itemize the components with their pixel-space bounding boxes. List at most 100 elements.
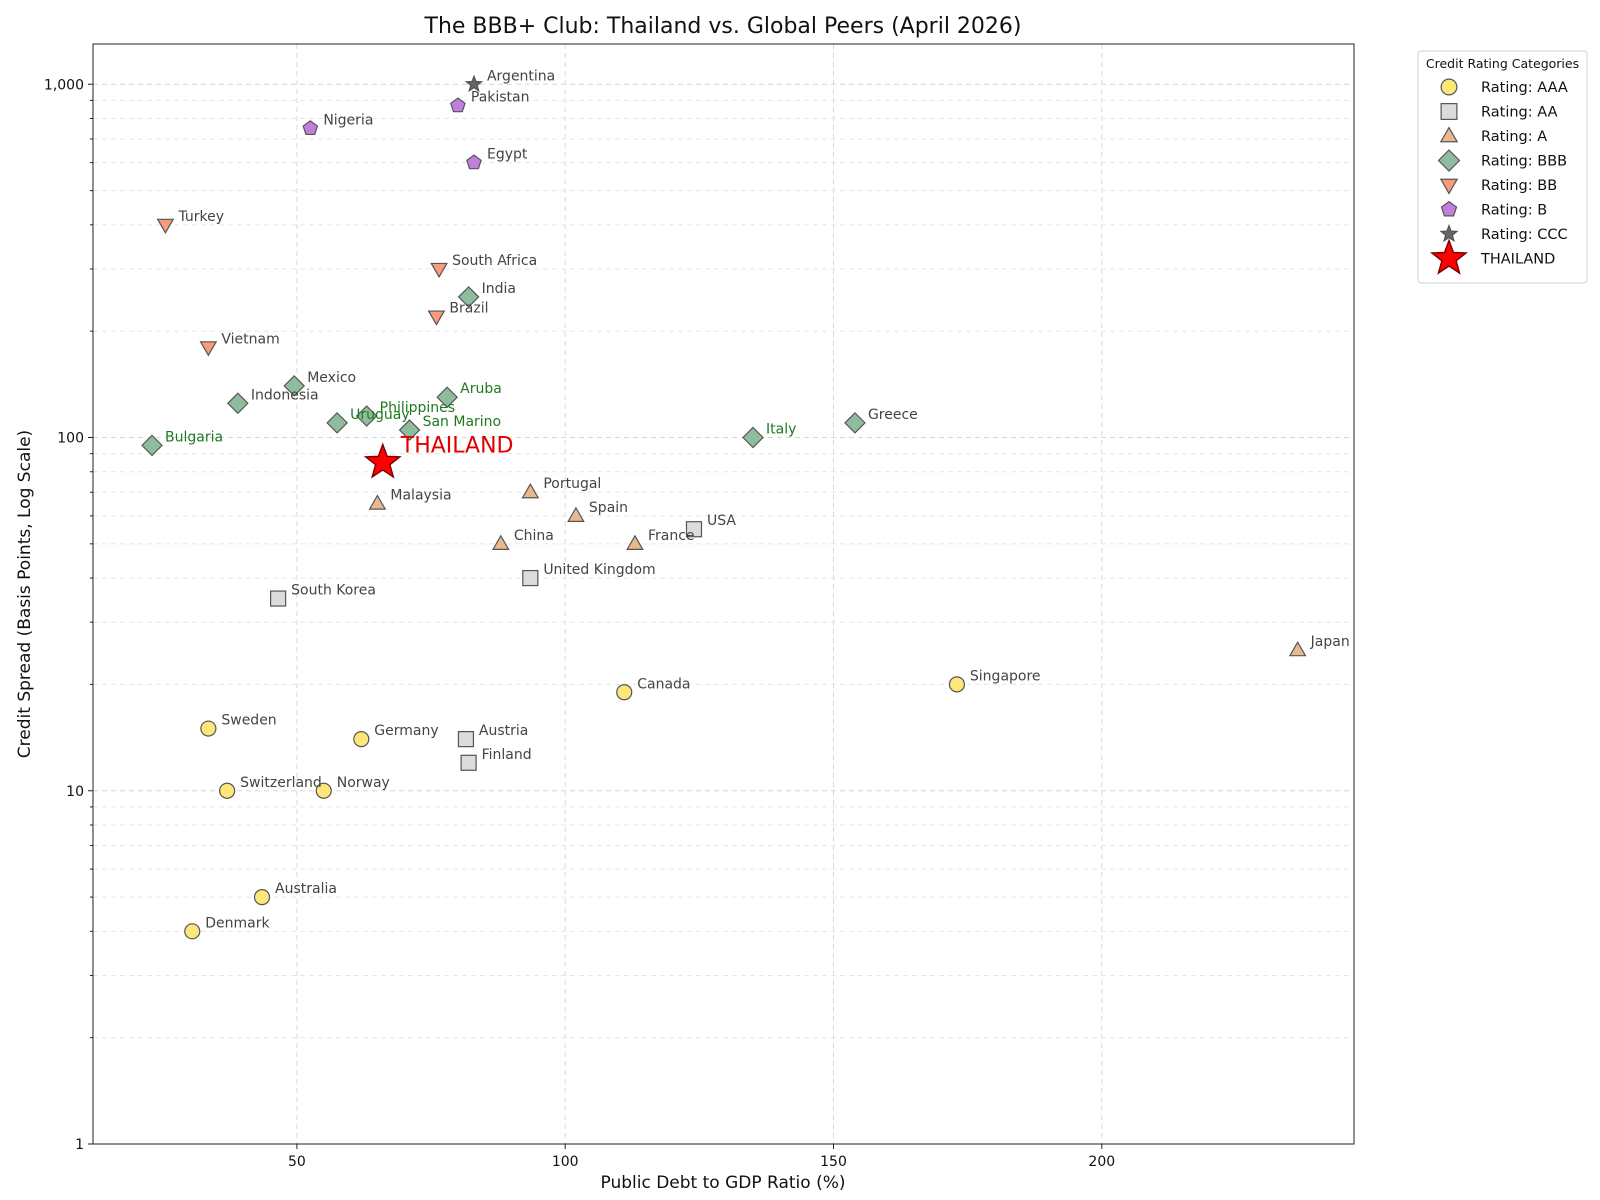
- japan-point: [1288, 640, 1307, 657]
- sweden-label: Sweden: [221, 713, 276, 729]
- philippines-label: Philippines: [380, 400, 455, 416]
- south-africa-label: South Africa: [452, 253, 537, 269]
- axis-ticks: 50 100 150 200 1 10 100 1,000: [44, 77, 1115, 1170]
- uruguay-point: [326, 412, 348, 434]
- canada-point: [616, 684, 633, 701]
- italy-point: [742, 426, 764, 449]
- pakistan-point: [450, 97, 466, 113]
- legend-marker-rating-ccc: [1439, 223, 1459, 243]
- data-points: [141, 74, 1307, 940]
- y-tick-label: 10: [66, 784, 84, 800]
- brazil-label: Brazil: [449, 301, 488, 317]
- legend-box: [1417, 50, 1588, 284]
- usa-point: [685, 521, 703, 538]
- legend-marker-rating-bb: [1439, 178, 1459, 195]
- y-tick-label: 1: [75, 1137, 84, 1153]
- grid-lines: [93, 44, 1354, 1145]
- san-marino-point: [398, 419, 421, 441]
- south-korea-label: South Korea: [291, 583, 376, 599]
- legend-entry-rating-a: Rating: A: [1481, 129, 1547, 145]
- legend-marker-rating-bbb: [1437, 149, 1461, 172]
- denmark-point: [184, 923, 201, 940]
- portugal-label: Portugal: [543, 476, 601, 492]
- france-label: France: [648, 528, 695, 544]
- philippines-point: [355, 405, 378, 427]
- nigeria-point: [302, 120, 319, 136]
- y-tick-label: 100: [57, 431, 84, 447]
- legend-marker-rating-b: [1440, 200, 1458, 217]
- legend-marker-thailand: [1429, 238, 1469, 275]
- italy-label: Italy: [766, 422, 796, 438]
- argentina-label: Argentina: [487, 68, 555, 84]
- malaysia-point: [368, 494, 387, 510]
- y-axis-label: Credit Spread (Basis Points, Log Scale): [15, 430, 35, 758]
- south-africa-point: [430, 262, 448, 279]
- egypt-label: Egypt: [487, 147, 528, 163]
- legend-marker-rating-a: [1439, 126, 1459, 143]
- turkey-point: [156, 218, 175, 235]
- legend-entry-thailand: THAILAND: [1480, 252, 1555, 268]
- thailand-point: [363, 442, 402, 479]
- sweden-point: [200, 720, 217, 737]
- india-point: [457, 286, 480, 308]
- switzerland-point: [219, 782, 236, 799]
- x-tick-label: 200: [1088, 1154, 1115, 1170]
- legend-entry-rating-aa: Rating: AA: [1481, 105, 1558, 121]
- argentina-point: [464, 74, 484, 93]
- legend-entry-rating-ccc: Rating: CCC: [1481, 227, 1568, 243]
- egypt-point: [466, 154, 482, 170]
- austria-point: [457, 731, 475, 748]
- uruguay-label: Uruguay: [350, 407, 410, 423]
- finland-label: Finland: [482, 747, 532, 763]
- chart-title: The BBB+ Club: Thailand vs. Global Peers…: [424, 14, 1022, 39]
- china-label: China: [514, 528, 554, 544]
- indonesia-point: [227, 392, 249, 415]
- south-korea-point: [270, 590, 287, 607]
- nigeria-label: Nigeria: [323, 112, 373, 128]
- canada-label: Canada: [637, 676, 690, 692]
- turkey-label: Turkey: [177, 209, 224, 225]
- china-point: [491, 534, 510, 550]
- united-kingdom-point: [522, 569, 539, 587]
- australia-point: [253, 888, 271, 906]
- switzerland-label: Switzerland: [240, 775, 322, 791]
- bulgaria-point: [141, 434, 163, 457]
- denmark-label: Denmark: [205, 915, 270, 931]
- legend-entry-rating-aaa: Rating: AAA: [1481, 80, 1568, 96]
- aruba-point: [436, 386, 458, 409]
- mexico-point: [283, 375, 306, 397]
- france-point: [626, 534, 644, 550]
- norway-label: Norway: [337, 775, 390, 791]
- aruba-label: Aruba: [460, 381, 502, 397]
- plot-area-frame: [92, 43, 1355, 1145]
- vietnam-label: Vietnam: [221, 331, 279, 347]
- vietnam-point: [199, 341, 218, 357]
- x-tick-label: 150: [820, 1154, 847, 1170]
- japan-label: Japan: [1310, 634, 1350, 650]
- singapore-label: Singapore: [970, 668, 1041, 684]
- y-tick-label: 1,000: [44, 77, 84, 93]
- san-marino-label: San Marino: [423, 414, 502, 430]
- india-label: India: [482, 281, 516, 297]
- united-kingdom-label: United Kingdom: [543, 562, 655, 578]
- legend-marker-rating-aaa: [1440, 78, 1458, 96]
- legend-entry-rating-bbb: Rating: BBB: [1481, 154, 1567, 170]
- thailand-label: THAILAND: [400, 433, 514, 458]
- singapore-point: [948, 676, 966, 693]
- legend-marker-rating-aa: [1440, 103, 1458, 120]
- germany-label: Germany: [374, 723, 438, 739]
- mexico-label: Mexico: [307, 370, 356, 386]
- pakistan-label: Pakistan: [471, 90, 530, 106]
- legend-title: Credit Rating Categories: [1426, 56, 1579, 71]
- greece-label: Greece: [868, 407, 918, 423]
- finland-point: [460, 754, 477, 771]
- germany-point: [353, 731, 370, 748]
- spain-point: [567, 506, 585, 522]
- greece-point: [844, 412, 866, 434]
- x-tick-label: 100: [552, 1154, 579, 1170]
- data-point-labels: Sweden Switzerland Norway Germany Australia D…: [165, 68, 1350, 931]
- indonesia-label: Indonesia: [251, 387, 319, 403]
- x-tick-label: 50: [288, 1154, 306, 1170]
- usa-label: USA: [707, 513, 736, 529]
- legend: Credit Rating Categories Rating: AAA Ratin…: [1417, 50, 1588, 284]
